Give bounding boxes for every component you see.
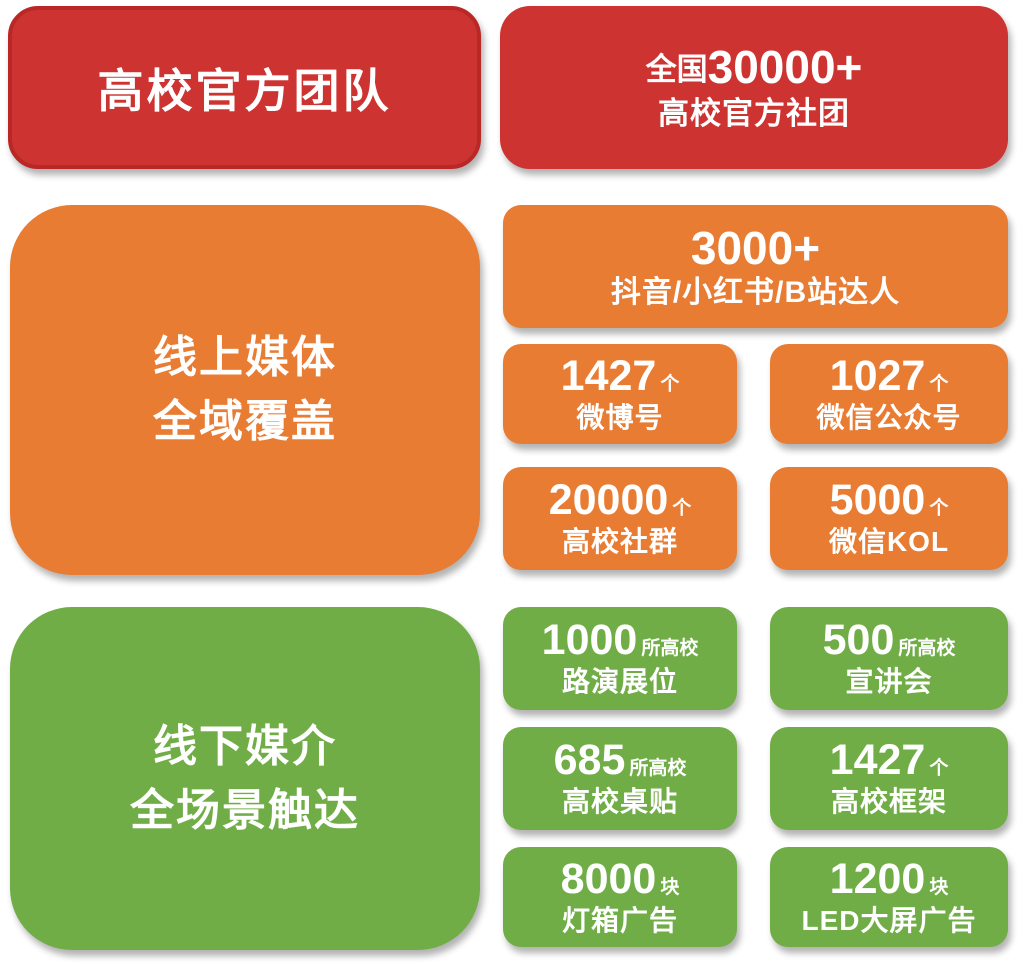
seminar-unit: 所高校 [898, 638, 956, 660]
led-unit: 块 [929, 876, 949, 898]
roadshow-number: 1000 [541, 616, 638, 665]
weibo-unit: 个 [660, 373, 680, 395]
community-label: 高校社群 [561, 526, 678, 558]
wechat-kol-number: 5000 [829, 476, 926, 525]
community-number: 20000 [548, 476, 669, 525]
official-team-stat-prefix: 全国 [645, 51, 708, 87]
wechat-mp-label: 微信公众号 [816, 401, 962, 433]
official-team-stat-label: 高校官方社团 [658, 95, 850, 131]
community-number-row: 20000 个 [549, 478, 692, 523]
desk-sticker-number-row: 685 所高校 [554, 738, 687, 783]
lightbox-unit: 块 [660, 876, 680, 898]
stat-box-led: 1200 块 LED大屏广告 [770, 847, 1008, 947]
stat-box-frame: 1427 个 高校框架 [770, 727, 1008, 830]
official-team-title-card: 高校官方团队 [8, 6, 481, 169]
stat-box-community: 20000 个 高校社群 [503, 467, 737, 570]
seminar-label: 宣讲会 [845, 666, 933, 698]
lightbox-number-row: 8000 块 [560, 854, 680, 903]
influencers-number: 3000+ [690, 222, 821, 275]
roadshow-number-row: 1000 所高校 [542, 618, 699, 663]
wechat-kol-unit: 个 [929, 498, 949, 520]
frame-number: 1427 [829, 736, 926, 785]
community-unit: 个 [672, 498, 692, 520]
weibo-label: 微博号 [576, 401, 664, 433]
lightbox-label: 灯箱广告 [561, 904, 678, 936]
offline-media-title-line2: 全场景触达 [130, 785, 360, 835]
stat-box-influencers: 3000+ 抖音/小红书/B站达人 [503, 205, 1008, 328]
online-media-title: 线上媒体 全域覆盖 [153, 326, 337, 454]
wechat-mp-unit: 个 [929, 373, 949, 395]
offline-media-title-card: 线下媒介 全场景触达 [10, 607, 480, 950]
official-team-stat-card: 全国30000+ 高校官方社团 [500, 6, 1008, 169]
frame-label: 高校框架 [830, 786, 947, 818]
desk-sticker-number: 685 [553, 736, 626, 785]
led-number-row: 1200 块 [829, 854, 949, 903]
stat-box-seminar: 500 所高校 宣讲会 [770, 607, 1008, 710]
wechat-mp-number-row: 1027 个 [829, 351, 949, 400]
stat-box-wechat-kol: 5000 个 微信KOL [770, 467, 1008, 570]
stat-box-lightbox: 8000 块 灯箱广告 [503, 847, 737, 947]
influencers-label: 抖音/小红书/B站达人 [610, 275, 901, 309]
weibo-number-row: 1427 个 [560, 351, 680, 400]
desk-sticker-label: 高校桌贴 [561, 786, 678, 818]
official-team-stat-number: 30000+ [707, 40, 863, 93]
official-team-title: 高校官方团队 [97, 64, 392, 117]
stat-box-roadshow: 1000 所高校 路演展位 [503, 607, 737, 710]
frame-number-row: 1427 个 [830, 738, 949, 783]
frame-unit: 个 [929, 758, 949, 780]
official-team-stat-line: 全国30000+ [646, 41, 863, 94]
stat-box-weibo: 1427 个 微博号 [503, 344, 737, 444]
seminar-number: 500 [822, 616, 895, 665]
roadshow-unit: 所高校 [641, 638, 699, 660]
wechat-kol-number-row: 5000 个 [830, 478, 949, 523]
led-number: 1200 [829, 854, 926, 903]
offline-media-title-line1: 线下媒介 [153, 721, 337, 771]
stat-box-wechat-mp: 1027 个 微信公众号 [770, 344, 1008, 444]
online-media-title-line2: 全域覆盖 [153, 397, 337, 446]
wechat-mp-number: 1027 [829, 351, 926, 400]
stat-box-desk-sticker: 685 所高校 高校桌贴 [503, 727, 737, 830]
roadshow-label: 路演展位 [561, 666, 678, 698]
offline-media-title: 线下媒介 全场景触达 [130, 715, 360, 843]
led-label: LED大屏广告 [801, 904, 977, 936]
wechat-kol-label: 微信KOL [828, 526, 950, 558]
lightbox-number: 8000 [560, 854, 657, 903]
online-media-title-card: 线上媒体 全域覆盖 [10, 205, 480, 575]
online-media-title-line1: 线上媒体 [153, 333, 337, 383]
weibo-number: 1427 [560, 351, 657, 400]
seminar-number-row: 500 所高校 [823, 618, 956, 663]
desk-sticker-unit: 所高校 [629, 758, 687, 780]
